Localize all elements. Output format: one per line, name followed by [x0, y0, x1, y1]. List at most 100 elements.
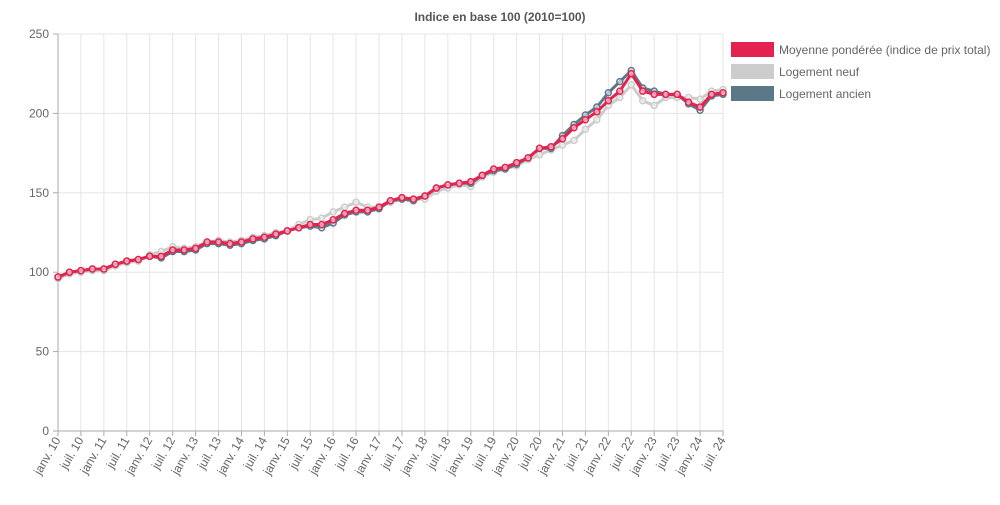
data-point — [581, 116, 590, 124]
data-point — [616, 77, 624, 86]
data-point — [203, 238, 211, 246]
data-point — [237, 238, 246, 246]
legend[interactable]: Moyenne pondérée (indice de prix total) L… — [731, 42, 990, 101]
data-point — [444, 181, 452, 189]
legend-swatch — [731, 86, 774, 101]
data-point — [306, 220, 314, 229]
x-tick-label: juil. 24 — [699, 434, 729, 472]
data-point — [352, 198, 360, 207]
legend-label: Moyenne pondérée (indice de prix total) — [779, 43, 990, 57]
data-point — [650, 101, 658, 110]
legend-item[interactable]: Logement ancien — [731, 86, 871, 101]
data-point — [134, 255, 143, 264]
series-1 — [54, 81, 727, 283]
data-point — [627, 69, 636, 78]
data-point — [214, 238, 223, 246]
data-point — [65, 268, 74, 276]
data-point — [638, 96, 647, 105]
chart-title: Indice en base 100 (2010=100) — [414, 10, 585, 24]
data-point — [168, 246, 177, 254]
data-point — [111, 260, 120, 269]
data-point — [157, 252, 165, 261]
data-point — [616, 93, 624, 102]
data-point — [684, 98, 693, 107]
data-point — [260, 233, 269, 242]
data-point — [604, 96, 613, 105]
data-point — [432, 184, 441, 192]
data-point — [524, 154, 532, 162]
data-point — [180, 246, 188, 254]
data-point — [340, 209, 349, 218]
legend-swatch — [731, 64, 774, 79]
data-point — [535, 144, 544, 153]
data-point — [363, 206, 372, 215]
data-point — [272, 230, 280, 238]
data-point — [54, 273, 62, 281]
data-point — [191, 244, 200, 253]
data-point — [375, 203, 383, 211]
data-point — [570, 136, 578, 145]
data-point — [512, 158, 521, 167]
data-point — [409, 195, 418, 203]
y-tick-label: 0 — [42, 424, 49, 438]
data-point — [340, 203, 349, 211]
data-point — [421, 192, 429, 200]
data-point — [581, 125, 590, 134]
data-point — [627, 81, 636, 89]
x-tick-label: janv. 10 — [30, 434, 63, 478]
data-point — [88, 265, 97, 273]
data-point — [317, 220, 326, 229]
series-lines — [54, 66, 727, 283]
data-point — [317, 214, 326, 222]
legend-item[interactable]: Logement neuf — [731, 64, 860, 79]
y-tick-label: 100 — [29, 265, 49, 279]
data-point — [719, 89, 727, 97]
data-point — [558, 135, 567, 143]
data-point — [558, 141, 567, 149]
grid — [57, 33, 724, 432]
data-point — [638, 87, 647, 95]
data-point — [398, 193, 406, 202]
data-point — [455, 179, 464, 188]
data-point — [501, 163, 509, 172]
data-point — [673, 90, 681, 99]
data-point — [249, 235, 257, 243]
data-point — [77, 266, 85, 275]
data-point — [386, 196, 395, 205]
data-point — [145, 252, 154, 261]
data-point — [123, 257, 131, 265]
data-point — [661, 90, 670, 99]
y-tick-label: 50 — [36, 345, 50, 359]
series-2 — [54, 66, 727, 281]
data-point — [467, 177, 475, 186]
data-point — [100, 265, 108, 273]
data-point — [295, 223, 303, 232]
data-point — [489, 165, 498, 173]
data-point — [707, 90, 716, 99]
data-point — [570, 123, 578, 132]
data-point — [593, 116, 601, 124]
series-0 — [54, 69, 727, 281]
data-point — [696, 95, 704, 103]
data-point — [329, 216, 337, 224]
data-point — [283, 227, 292, 235]
data-point — [478, 171, 486, 180]
data-point — [616, 87, 624, 95]
data-point — [352, 206, 360, 215]
legend-item[interactable]: Moyenne pondérée (indice de prix total) — [731, 42, 990, 57]
y-tick-label: 250 — [29, 27, 49, 41]
data-point — [329, 208, 337, 216]
legend-swatch — [731, 42, 774, 57]
data-point — [604, 89, 613, 97]
y-tick-label: 150 — [29, 186, 49, 200]
series-line — [56, 72, 725, 279]
legend-label: Logement ancien — [779, 87, 871, 101]
data-point — [696, 103, 704, 111]
data-point — [535, 150, 544, 159]
y-tick-label: 200 — [29, 106, 49, 120]
legend-label: Logement neuf — [779, 65, 860, 79]
data-point — [593, 108, 601, 116]
series-line — [56, 69, 725, 279]
